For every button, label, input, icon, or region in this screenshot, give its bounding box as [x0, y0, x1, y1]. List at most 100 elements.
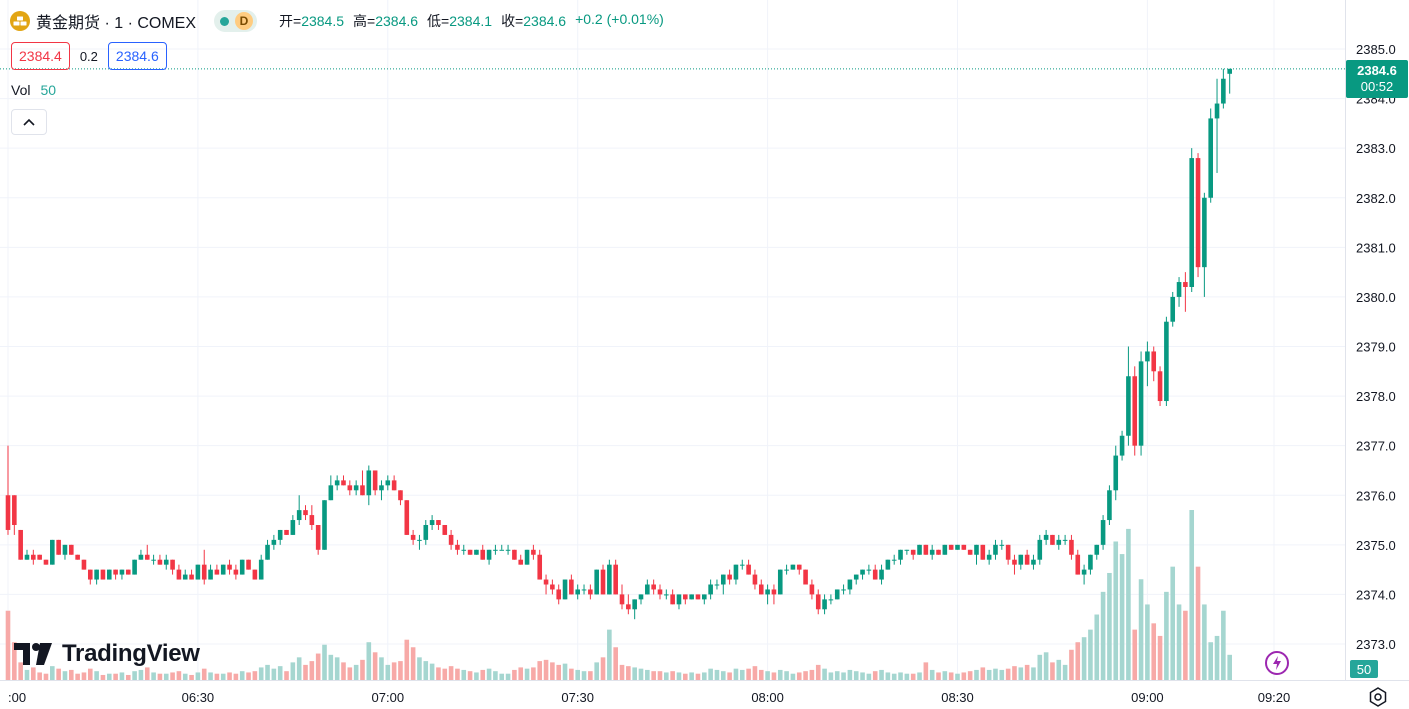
price-tick-label: 2380.0: [1356, 290, 1396, 305]
candle-body: [334, 480, 340, 486]
candle: [334, 475, 340, 491]
volume-bar: [809, 669, 815, 680]
volume-bar: [1056, 659, 1062, 680]
volume-bar: [645, 669, 650, 680]
candle: [904, 549, 910, 555]
candle: [372, 470, 378, 496]
candle-body: [1081, 569, 1087, 575]
volume-bar: [619, 664, 625, 680]
volume-bar: [550, 662, 555, 680]
candle: [37, 554, 42, 560]
candle: [1202, 192, 1207, 297]
volume-bar: [474, 672, 479, 680]
sell-button[interactable]: 2384.4: [11, 42, 70, 70]
bid-ask-row: 2384.4 0.2 2384.6: [11, 42, 167, 70]
candle-body: [18, 529, 23, 560]
volume-bar: [37, 672, 42, 680]
collapse-legend-button[interactable]: [11, 109, 47, 135]
tradingview-logo[interactable]: TradingView: [14, 640, 200, 668]
price-tick-label: 2373.0: [1356, 637, 1396, 652]
candle-body: [448, 534, 454, 545]
candle: [524, 549, 530, 565]
candle: [638, 594, 644, 605]
volume-bar: [872, 671, 878, 680]
candle: [974, 544, 979, 565]
candle-body: [322, 500, 327, 550]
gold-bars-icon[interactable]: [10, 11, 30, 31]
candle: [543, 574, 549, 595]
volume-bar: [676, 672, 682, 680]
candle: [284, 529, 289, 535]
buy-button[interactable]: 2384.6: [107, 42, 167, 70]
candle-body: [144, 554, 150, 560]
candle-body: [132, 559, 137, 575]
time-axis[interactable]: :00 06:30 07:00 07:30 08:00 08:30 09:00 09:20: [8, 690, 1290, 705]
flash-button[interactable]: [1265, 651, 1289, 675]
volume-bar: [834, 671, 840, 680]
volume-bar: [106, 673, 112, 680]
candle: [923, 544, 929, 555]
candle-body: [961, 544, 967, 550]
candle: [157, 554, 163, 565]
candle: [1157, 366, 1163, 406]
candle: [436, 520, 441, 530]
candle: [942, 544, 948, 555]
volume-bar: [746, 668, 751, 680]
candle-body: [670, 594, 675, 605]
candle-body: [841, 589, 846, 591]
volume-bar: [233, 673, 239, 680]
volume-bar: [739, 669, 745, 680]
candle: [1031, 554, 1036, 570]
market-status-pill[interactable]: D: [214, 10, 258, 32]
candle: [214, 564, 220, 575]
volume-label[interactable]: Vol: [11, 82, 31, 98]
volume-bar: [796, 672, 802, 680]
volume-bar: [588, 671, 593, 680]
candle-body: [163, 559, 169, 565]
candle: [588, 584, 593, 600]
candle-body: [1202, 197, 1207, 268]
volume-bar: [176, 671, 182, 680]
candle-body: [284, 529, 289, 535]
candle: [803, 569, 808, 585]
volume-bar: [322, 644, 327, 680]
candle: [1056, 534, 1062, 550]
candle: [296, 495, 302, 525]
volume-bar: [790, 673, 796, 680]
volume-bar: [1119, 554, 1125, 680]
candle-body: [714, 584, 720, 586]
candle-body: [239, 559, 245, 575]
volume-bar: [170, 672, 175, 680]
candle: [62, 544, 68, 560]
volume-bar: [524, 668, 530, 680]
candle: [1126, 346, 1131, 446]
candle: [1176, 277, 1182, 307]
candle: [929, 544, 935, 560]
candle-body: [271, 539, 277, 545]
price-axis[interactable]: 2385.02384.02383.02382.02381.02380.02379…: [1356, 42, 1396, 652]
candle: [885, 559, 891, 570]
candle: [239, 559, 245, 575]
volume-bar: [993, 668, 998, 680]
candle: [366, 465, 372, 506]
candle: [1018, 554, 1024, 570]
candle-body: [974, 544, 979, 555]
volume-bar: [1050, 662, 1055, 680]
candle: [176, 564, 182, 580]
candle-body: [1024, 554, 1030, 565]
volume-bar: [328, 654, 334, 680]
volume-bar: [398, 661, 403, 680]
candle-body: [619, 594, 625, 605]
candle-body: [847, 579, 853, 590]
chart-settings-button[interactable]: [1367, 686, 1389, 708]
candle: [771, 584, 777, 605]
candle: [1138, 351, 1144, 456]
candle-body: [626, 604, 631, 610]
candle-body: [1107, 490, 1112, 521]
time-tick-label: 07:30: [561, 690, 594, 705]
symbol-title[interactable]: 黄金期货 · 1 · COMEX: [36, 15, 197, 32]
volume-bar: [360, 659, 365, 680]
candle-body: [1094, 544, 1100, 555]
volume-bar: [220, 673, 226, 680]
